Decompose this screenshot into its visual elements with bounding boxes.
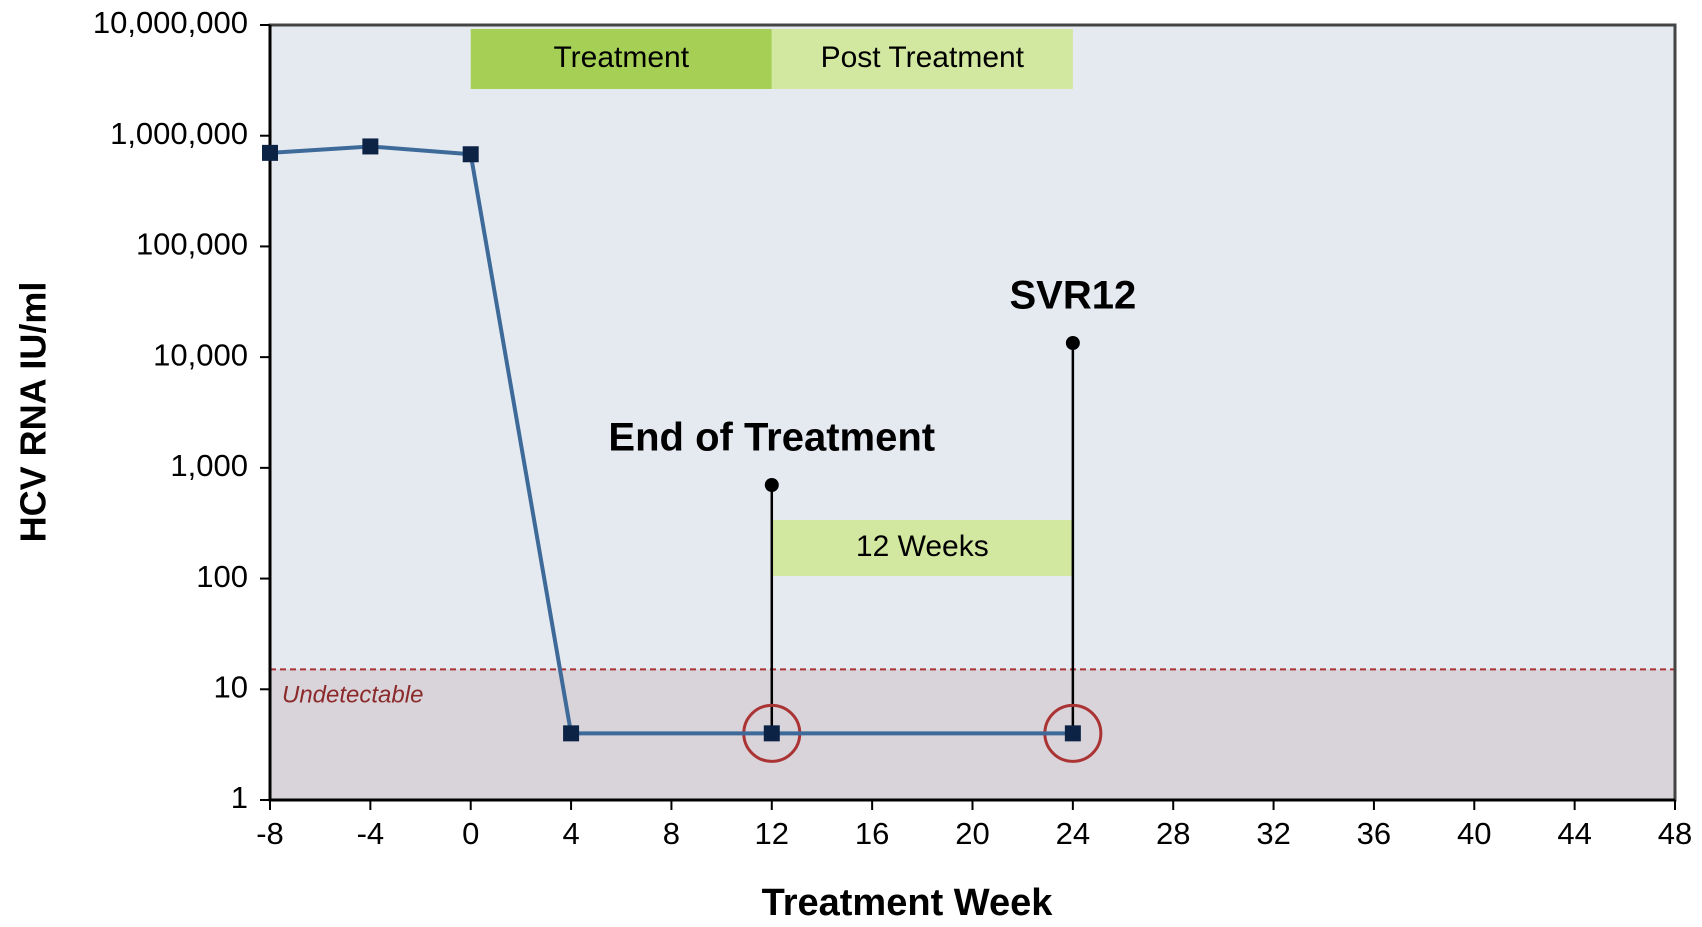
interval-band-label: 12 Weeks	[856, 530, 989, 563]
treatment-band	[470, 29, 772, 89]
interval-band	[771, 520, 1073, 576]
y-tick-label: 10	[214, 669, 248, 704]
data-line	[269, 144, 1073, 736]
x-tick-label: 0	[462, 816, 479, 851]
data-point	[462, 146, 479, 163]
data-point	[763, 725, 780, 742]
x-tick-label: 32	[1256, 816, 1290, 851]
y-tick-label: 10,000,000	[93, 5, 248, 40]
data-point	[362, 138, 379, 155]
x-tick-label: 24	[1056, 816, 1090, 851]
x-tick-label: 48	[1658, 816, 1692, 851]
post-treatment-band-label: Post Treatment	[821, 41, 1025, 74]
data-point	[262, 144, 278, 161]
x-tick-label: 44	[1557, 816, 1591, 851]
post-treatment-band	[771, 29, 1073, 89]
x-tick-label: 4	[562, 816, 579, 851]
end-of-treatment-label: End of Treatment	[608, 416, 935, 460]
y-tick-label: 100,000	[136, 227, 248, 262]
treatment-band-label: Treatment	[553, 41, 689, 74]
y-tick-label: 100	[196, 559, 248, 594]
y-tick-label: 1,000,000	[110, 116, 248, 151]
x-axis-label: Treatment Week	[762, 882, 1054, 924]
undetectable-label: Undetectable	[282, 682, 423, 709]
x-tick-label: 40	[1457, 816, 1491, 851]
end-of-treatment-pin-head	[764, 478, 779, 492]
x-tick-label: -8	[256, 816, 284, 851]
svr12-pin-head	[1065, 336, 1080, 350]
x-tick-label: 20	[955, 816, 989, 851]
x-tick-label: 12	[755, 816, 789, 851]
y-tick-label: 1	[231, 780, 248, 815]
x-tick-label: 8	[663, 816, 680, 851]
y-tick-label: 10,000	[153, 337, 248, 372]
data-point	[1064, 725, 1081, 742]
data-point	[563, 725, 580, 742]
y-tick-label: 1,000	[170, 448, 248, 483]
x-tick-label: 28	[1156, 816, 1190, 851]
x-tick-label: -4	[357, 816, 385, 851]
y-axis-label: HCV RNA IU/ml	[13, 282, 54, 543]
svr12-label: SVR12	[1009, 274, 1136, 318]
x-tick-label: 36	[1357, 816, 1391, 851]
x-tick-label: 16	[855, 816, 889, 851]
